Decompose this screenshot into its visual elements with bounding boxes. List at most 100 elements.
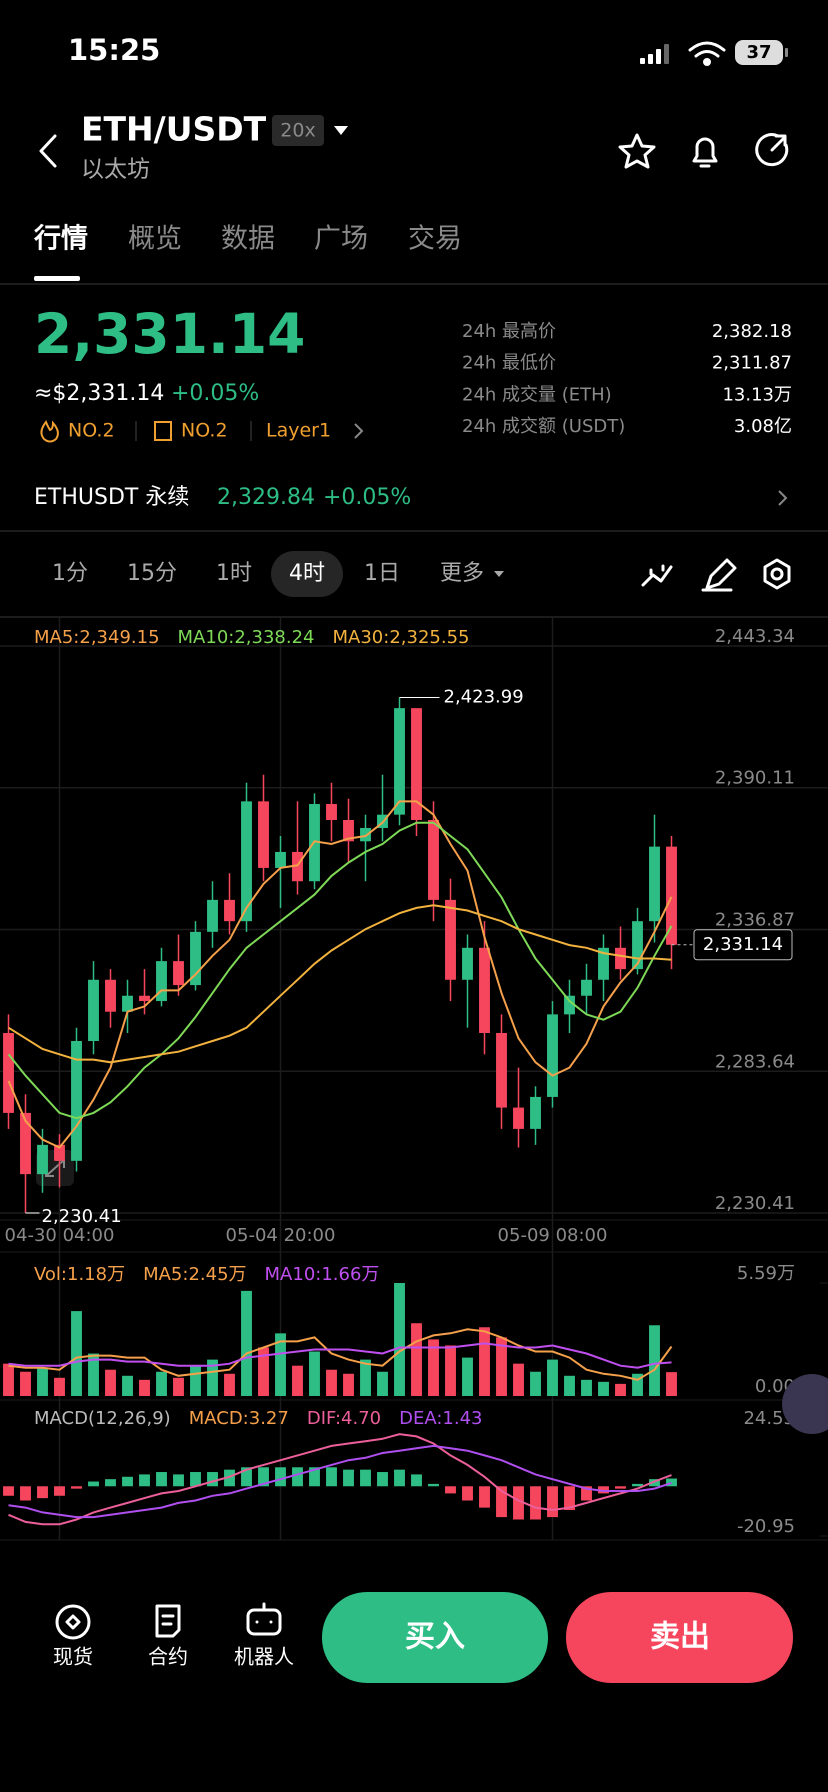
macd-bar <box>71 1486 82 1489</box>
volume-bar <box>122 1375 133 1396</box>
macd-bar <box>190 1472 201 1487</box>
volume-bar <box>309 1351 320 1396</box>
volume-bar <box>88 1353 99 1396</box>
hot-icon <box>40 420 59 443</box>
nav-label[interactable]: 机器人 <box>234 1645 294 1669</box>
candle-body <box>479 947 490 1034</box>
volume-bar <box>428 1339 439 1396</box>
candle-body <box>190 931 201 986</box>
spot-icon-inner <box>65 1614 81 1630</box>
legend-entry: DIF:4.70 <box>307 1408 381 1429</box>
stat-label: 24h 最低价 <box>462 353 556 374</box>
interval-option[interactable]: 1分 <box>52 561 88 586</box>
candle-body <box>207 899 218 932</box>
leverage-badge[interactable] <box>272 115 324 146</box>
legend-entry: MA10:1.66万 <box>265 1264 380 1285</box>
favorite-icon[interactable] <box>618 133 656 169</box>
candle-body <box>343 819 354 842</box>
interval-option[interactable]: 4时 <box>289 561 325 586</box>
indicator-icon[interactable] <box>641 564 673 587</box>
low-label: 2,230.41 <box>42 1206 122 1227</box>
macd-bar <box>309 1467 320 1487</box>
volume-bar <box>3 1363 14 1396</box>
macd-bar <box>394 1469 405 1487</box>
perp-more[interactable] <box>778 490 788 506</box>
legend-entry: MA5:2,349.15 <box>34 627 160 648</box>
macd-bar <box>598 1486 609 1494</box>
rank-tag[interactable]: NO.2 <box>181 420 228 442</box>
candle-body <box>360 827 371 842</box>
contract-icon[interactable] <box>155 1604 181 1638</box>
macd-bar <box>445 1486 456 1494</box>
nav-label[interactable]: 合约 <box>148 1645 188 1669</box>
volume-bar <box>326 1369 337 1396</box>
rank-tag[interactable]: NO.2 <box>68 420 115 442</box>
macd-bar <box>547 1486 558 1518</box>
volume-bar <box>649 1325 660 1396</box>
alert-icon[interactable] <box>692 137 718 168</box>
legend-entry: MACD(12,26,9) <box>34 1408 171 1429</box>
interval-option[interactable]: 1日 <box>364 561 400 586</box>
interval-option[interactable]: 1时 <box>216 561 252 586</box>
back-button[interactable] <box>39 134 57 168</box>
tab[interactable]: 交易 <box>408 224 462 255</box>
candle-body <box>37 1144 48 1175</box>
candle-body <box>241 801 252 922</box>
sector-tag[interactable]: Layer1 <box>266 420 331 442</box>
tab[interactable]: 行情 <box>33 223 88 255</box>
spot-icon[interactable] <box>55 1604 91 1640</box>
macd-bar <box>343 1469 354 1487</box>
sell-button[interactable] <box>566 1592 793 1683</box>
candle-body <box>615 947 626 970</box>
volume-bar <box>411 1323 422 1396</box>
tab[interactable]: 概览 <box>128 224 182 255</box>
macd-bar <box>564 1486 575 1511</box>
candle-body <box>649 846 660 922</box>
macd-bar <box>258 1467 269 1487</box>
sector-icon <box>154 421 172 441</box>
interval-option[interactable]: 更多 <box>440 561 484 586</box>
high-label: 2,423.99 <box>444 687 524 708</box>
legend-entry: MA5:2.45万 <box>143 1264 246 1285</box>
candle-body <box>513 1107 524 1129</box>
volume-bar <box>71 1311 82 1396</box>
tab-indicator <box>34 276 80 281</box>
candle-body <box>292 851 303 882</box>
candle-body <box>156 961 167 1002</box>
stat-value: 3.08亿 <box>734 416 792 437</box>
volume-bar <box>343 1373 354 1396</box>
tags-more[interactable] <box>354 423 364 439</box>
pair-title: ETH/USDT <box>81 110 267 149</box>
share-icon[interactable] <box>755 133 789 167</box>
nav-label[interactable]: 现货 <box>53 1645 93 1669</box>
tab[interactable]: 广场 <box>314 224 368 255</box>
macd-bar <box>156 1472 167 1487</box>
perp-name[interactable]: ETHUSDT 永续 <box>34 485 189 510</box>
volume-bar <box>615 1383 626 1396</box>
candle-body <box>105 979 116 1012</box>
volume-bar <box>37 1367 48 1396</box>
candle-body <box>3 1033 14 1113</box>
pair-dropdown[interactable] <box>334 126 348 135</box>
tab[interactable]: 数据 <box>221 224 275 255</box>
assistant-bubble[interactable] <box>782 1374 828 1434</box>
y-tick-label: 2,390.11 <box>715 768 795 789</box>
draw-icon[interactable] <box>701 558 737 592</box>
macd-bar <box>54 1486 65 1496</box>
leverage-text: 20x <box>280 120 315 142</box>
interval-active-bg <box>271 551 343 597</box>
indicator-line <box>8 1328 673 1381</box>
volume-bar <box>377 1371 388 1396</box>
volume-bar <box>530 1371 541 1396</box>
candle-body <box>445 899 456 980</box>
interval-option[interactable]: 15分 <box>127 561 177 586</box>
buy-button[interactable] <box>322 1592 548 1683</box>
candle-body <box>122 995 133 1012</box>
macd-bar <box>105 1479 116 1487</box>
settings-icon[interactable] <box>763 558 791 590</box>
volume-bar <box>394 1283 405 1396</box>
volume-bar <box>666 1372 677 1396</box>
ma-line <box>7 800 673 1149</box>
